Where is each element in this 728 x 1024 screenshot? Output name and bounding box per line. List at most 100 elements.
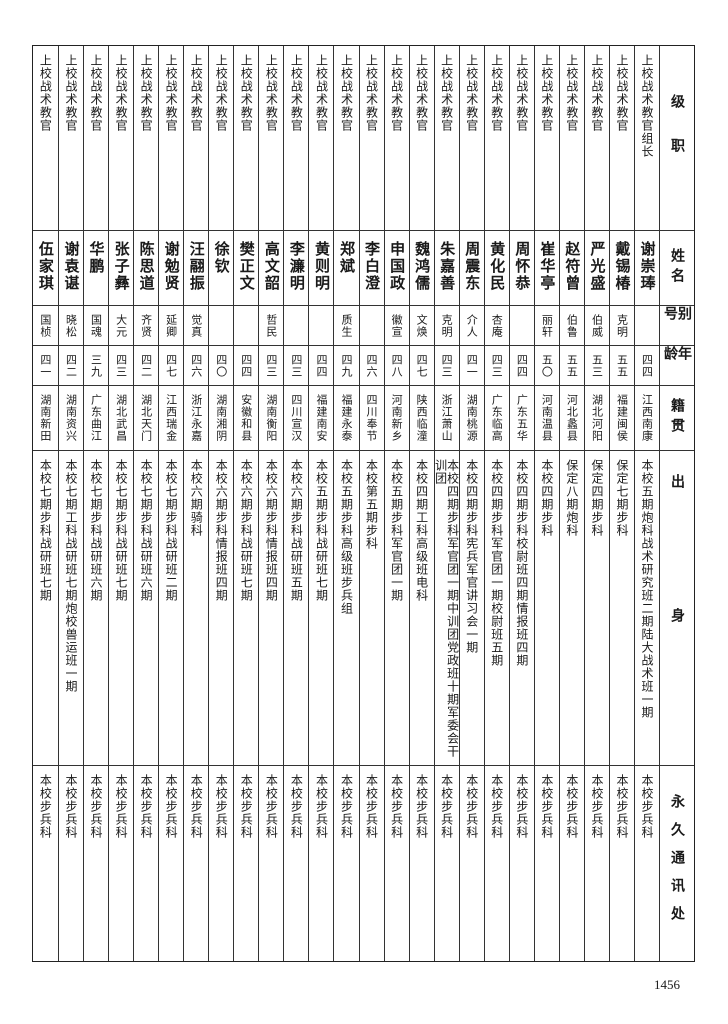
rank-cell: 上校战术教官: [434, 46, 459, 231]
rank-cell: 上校战术教官: [559, 46, 584, 231]
rank-cell-text: 上校战术教官: [514, 54, 529, 132]
origin-cell-text: 湖北河阳: [590, 394, 604, 442]
name-cell-text: 华鹏: [87, 241, 106, 275]
origin-cell-text: 福建永泰: [339, 394, 353, 442]
address-cell: 本校步兵科: [635, 766, 659, 961]
age-cell: 四〇: [209, 346, 234, 386]
address-cell-text: 本校步兵科: [589, 774, 604, 839]
education-cell: 本校五期步科战研班七期: [309, 451, 334, 766]
rank-cell: 上校战术教官: [484, 46, 509, 231]
age-cell-text: 四四: [515, 354, 529, 378]
alias-cell: 伯鲁: [559, 306, 584, 346]
table-row: 上校战术教官 徐钦 四〇 湖南湘阴 本校六期步科情报班四期 本校步兵科: [208, 46, 234, 961]
origin-cell-text: 浙江萧山: [440, 394, 454, 442]
education-cell: 保定七期步科: [609, 451, 635, 766]
origin-cell-text: 安徽和县: [239, 394, 253, 442]
age-cell-text: 五五: [615, 354, 629, 378]
alias-cell: [359, 306, 384, 346]
rank-cell-text: 上校战术教官: [439, 54, 454, 132]
origin-cell-text: 湖南桃源: [465, 394, 479, 442]
address-cell: 本校步兵科: [610, 766, 634, 961]
age-cell-text: 四四: [640, 354, 654, 378]
rank-cell-text: 上校战术教官: [63, 54, 78, 132]
address-cell-text: 本校步兵科: [89, 774, 104, 839]
table-row: 上校战术教官 朱嘉善 克明 四三 浙江萧山 本校四期步科军官团一期中训团党政班十期军委会干…: [433, 46, 459, 961]
alias-cell: [635, 306, 660, 346]
table-row: 上校战术教官 魏鸿儒 文焕 四七 陕西临潼 本校四期工科高级班电科 本校步兵科: [408, 46, 434, 961]
name-cell: 华鹏: [84, 231, 109, 306]
address-cell: 本校步兵科: [560, 766, 584, 961]
table-row: 上校战术教官 严光盛 伯威 五三 湖北河阳 保定四期步科 本校步兵科: [583, 46, 609, 961]
alias-cell-text: 杏庵: [490, 314, 504, 338]
address-cell: 本校步兵科: [485, 766, 509, 961]
alias-cell: 杏庵: [484, 306, 509, 346]
alias-cell-text: 国桢: [38, 314, 52, 338]
address-cell-text: 本校步兵科: [464, 774, 479, 839]
alias-cell-text: 质生: [339, 314, 353, 338]
table-row: 上校战术教官 谢袁谌 晓松 四二 湖南资兴 本校七期工科战研班七期炮校兽运班一期 本校步兵科: [57, 46, 83, 961]
name-cell: 魏鸿儒: [409, 231, 434, 306]
rank-cell-text: 上校战术教官: [615, 54, 629, 132]
header-name-label: 姓名: [669, 248, 686, 288]
name-cell-text: 黄化民: [488, 241, 507, 292]
name-cell: 张子彝: [109, 231, 134, 306]
header-age: 年龄: [660, 346, 694, 386]
age-cell-text: 五三: [590, 354, 604, 378]
education-cell-text: 本校五期步科战研班七期: [314, 459, 329, 602]
name-cell: 周怀恭: [509, 231, 534, 306]
alias-cell-text: 克明: [440, 314, 454, 338]
education-cell: 本校七期步科战研班六期: [134, 451, 159, 766]
name-cell-text: 伍家琪: [36, 241, 55, 292]
alias-cell: [284, 306, 309, 346]
table-row: 上校战术教官 谢勉贤 延卿 四七 江西瑞金 本校七期步科战研班二期 本校步兵科: [158, 46, 184, 961]
rank-cell: 上校战术教官: [134, 46, 159, 231]
alias-cell: [509, 306, 534, 346]
age-cell-text: 四八: [390, 354, 404, 378]
age-cell: 四四: [509, 346, 534, 386]
address-cell: 本校步兵科: [84, 766, 108, 961]
alias-cell: 丽轩: [534, 306, 559, 346]
alias-cell-text: 徽宣: [390, 314, 404, 338]
rank-cell: 上校战术教官: [409, 46, 434, 231]
alias-cell: 克明: [434, 306, 459, 346]
education-cell: 保定四期步科: [584, 451, 609, 766]
education-cell-text: 本校六期步科情报班四期: [264, 459, 279, 602]
address-cell: 本校步兵科: [134, 766, 158, 961]
table-row: 上校战术教官 陈思道 齐贤 四二 湖北天门 本校七期步科战研班六期 本校步兵科: [133, 46, 159, 961]
table-row: 上校战术教官 张子彝 大元 四三 湖北武昌 本校七期步科战研班七期 本校步兵科: [108, 46, 134, 961]
name-cell: 李白澄: [359, 231, 384, 306]
origin-cell-text: 河南新乡: [390, 394, 404, 442]
name-cell-text: 申国政: [388, 241, 407, 292]
age-cell-text: 五五: [565, 354, 579, 378]
origin-cell-text: 湖北武昌: [114, 394, 128, 442]
table-row: 上校战术教官 高文韶 哲民 四三 湖南衡阳 本校六期步科情报班四期 本校步兵科: [258, 46, 284, 961]
rank-cell-text: 上校战术教官: [114, 54, 129, 132]
origin-cell: 广东曲江: [84, 386, 109, 451]
rank-cell: 上校战术教官: [609, 46, 635, 231]
table-row: 上校战术教官 崔华亭 丽轩 五〇 河南温县 本校四期步科 本校步兵科: [533, 46, 559, 961]
education-cell-text: 保定八期炮科: [564, 459, 579, 537]
alias-cell: 文焕: [409, 306, 434, 346]
education-cell: 本校七期步科战研班二期: [159, 451, 184, 766]
alias-cell-text: 晓松: [64, 314, 78, 338]
address-cell-text: 本校步兵科: [114, 774, 129, 839]
age-cell: 四六: [184, 346, 209, 386]
name-cell: 谢崇琫: [635, 231, 660, 306]
rank-cell-text: 上校战术教官: [414, 54, 429, 132]
education-cell: 本校七期步科战研班七期: [109, 451, 134, 766]
rank-cell-text: 上校战术教官组长: [640, 54, 655, 158]
officer-roster-table: 级职 姓名 别号 年龄 籍贯 出身 永久通讯处 上校战术教官组长 谢崇琫 四四 江西南…: [32, 45, 695, 962]
rank-cell: 上校战术教官: [184, 46, 209, 231]
alias-cell-text: 介人: [465, 314, 479, 338]
alias-cell: [209, 306, 234, 346]
address-cell-text: 本校步兵科: [139, 774, 154, 839]
age-cell: 四七: [159, 346, 184, 386]
age-cell-text: 四三: [114, 354, 128, 378]
origin-cell: 四川宣汉: [284, 386, 309, 451]
education-cell-text: 本校七期步科战研班六期: [139, 459, 154, 602]
alias-cell: 质生: [334, 306, 359, 346]
age-cell: 四四: [309, 346, 334, 386]
address-cell: 本校步兵科: [435, 766, 459, 961]
header-rank-label: 级职: [669, 94, 686, 182]
education-cell: 本校五期炮科战术研究班二期陆大战术班一期: [635, 451, 660, 766]
